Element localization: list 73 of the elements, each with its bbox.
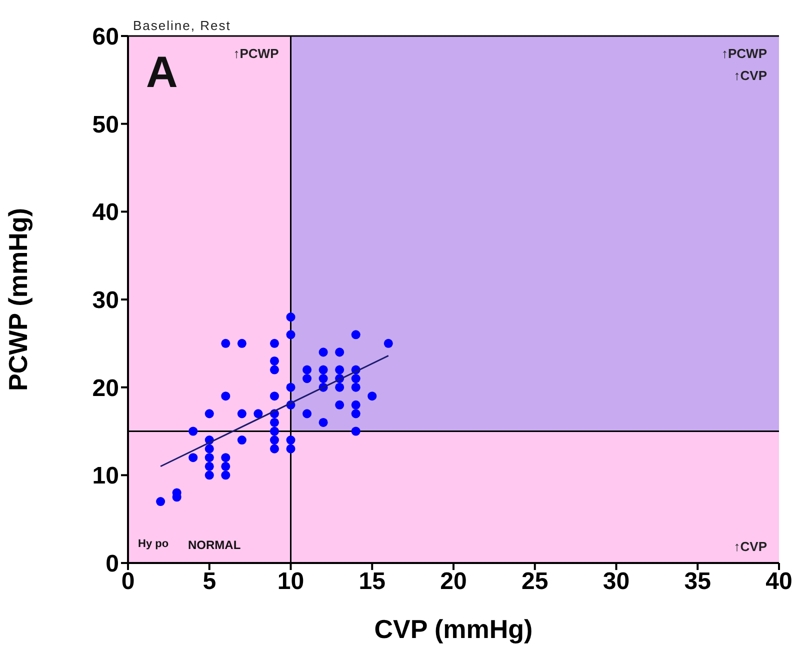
point <box>270 392 279 401</box>
band-label: ↑CVP <box>734 539 768 554</box>
x-tick-label: 30 <box>602 568 630 596</box>
point <box>302 409 312 418</box>
x-tick-label: 10 <box>277 568 304 596</box>
point <box>318 365 328 374</box>
point <box>335 400 344 410</box>
point <box>286 444 296 454</box>
x-tick-label: 20 <box>440 568 467 596</box>
point <box>188 453 198 462</box>
point <box>254 409 263 418</box>
point <box>351 330 360 340</box>
point <box>237 409 246 418</box>
point <box>302 374 312 384</box>
point <box>368 392 377 401</box>
point <box>270 436 279 445</box>
point <box>318 348 328 357</box>
point <box>156 497 166 506</box>
y-tick-label: 40 <box>92 199 119 226</box>
y-tick-label: 20 <box>92 374 119 402</box>
point <box>286 312 296 322</box>
x-tick-label: 5 <box>202 568 216 596</box>
point <box>270 444 279 454</box>
point <box>286 330 296 340</box>
y-tick-label: 10 <box>92 462 119 490</box>
point <box>204 470 214 480</box>
point <box>384 338 393 348</box>
y-tick-label: 60 <box>92 24 119 51</box>
point <box>286 382 296 392</box>
point <box>302 365 312 374</box>
point <box>335 365 344 374</box>
point <box>204 409 214 418</box>
point <box>318 418 328 427</box>
x-tick-label: 40 <box>766 568 792 596</box>
annotation: Hy po <box>138 538 169 550</box>
point <box>351 400 360 410</box>
x-tick-label: 15 <box>358 568 386 596</box>
point <box>351 374 360 384</box>
point <box>188 426 198 436</box>
point <box>204 444 214 454</box>
x-tick-label: 25 <box>522 568 548 596</box>
point <box>270 365 279 374</box>
band-label: ↑PCWP ↑CVP <box>722 46 768 83</box>
point <box>221 392 230 401</box>
point <box>286 436 296 445</box>
point <box>221 338 230 348</box>
point <box>221 470 230 480</box>
point <box>351 382 360 392</box>
point <box>351 426 360 436</box>
point <box>221 453 230 462</box>
point <box>318 374 328 384</box>
annotation: A <box>146 48 178 98</box>
point <box>221 462 230 471</box>
chart-title: Baseline, Rest <box>133 18 231 33</box>
band-label: ↑PCWP <box>233 46 280 61</box>
point <box>237 338 246 348</box>
y-tick-label: 30 <box>92 287 119 314</box>
annotation: NORMAL <box>188 538 241 552</box>
point <box>204 462 214 471</box>
point <box>237 436 246 445</box>
x-axis-title: CVP (mmHg) <box>374 614 533 644</box>
y-tick-label: 0 <box>106 550 119 578</box>
point <box>335 348 344 357</box>
point <box>204 453 214 462</box>
point <box>270 418 279 427</box>
y-axis-title: PCWP (mmHg) <box>3 208 34 391</box>
point <box>351 409 360 418</box>
point <box>270 356 279 366</box>
point <box>270 426 279 436</box>
y-tick-label: 50 <box>92 111 119 138</box>
x-tick-label: 35 <box>684 568 711 596</box>
point <box>270 338 279 348</box>
point <box>335 382 344 392</box>
